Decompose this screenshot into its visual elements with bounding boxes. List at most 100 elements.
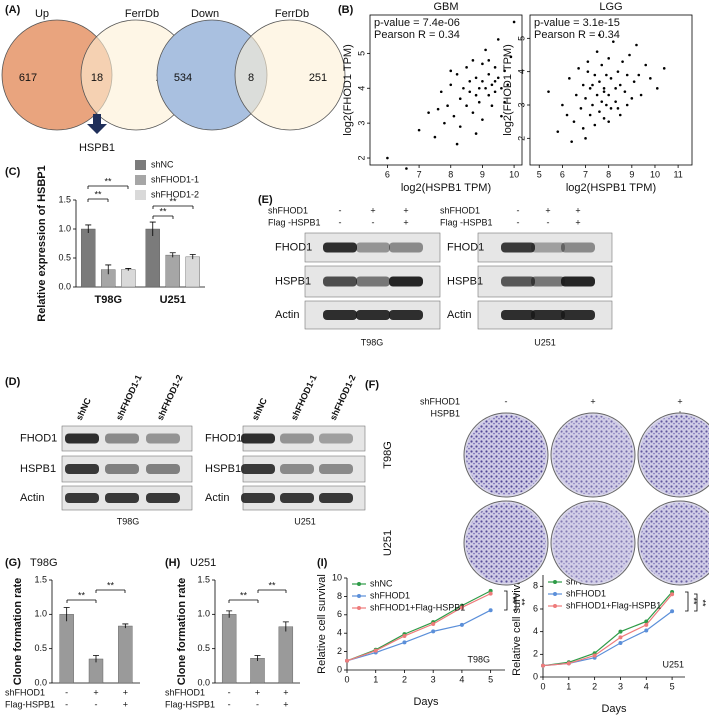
- lane-label: shFHOD1-2: [328, 373, 358, 422]
- panel-label: (F): [365, 379, 379, 391]
- condition-mark: +: [123, 687, 128, 697]
- stat-annotation: p-value = 3.1e-15: [534, 17, 620, 29]
- scatter-point: [496, 38, 500, 41]
- protein-label: HSPB1: [205, 463, 241, 475]
- y-tick-label: 5: [356, 51, 366, 56]
- y-tick-label: 2: [533, 649, 538, 659]
- significance-label: **: [159, 206, 167, 216]
- condition-mark: +: [283, 687, 288, 697]
- scatter-point: [605, 103, 608, 107]
- x-tick-label: 3: [618, 681, 623, 691]
- condition-mark: +: [575, 217, 580, 227]
- y-tick-label: 0: [337, 664, 342, 674]
- y-tick-label: 0.5: [58, 252, 71, 262]
- set-label: Down: [191, 8, 219, 20]
- x-tick-label: 2: [592, 681, 597, 691]
- condition-mark: +: [93, 687, 98, 697]
- panel-label: (I): [317, 557, 328, 569]
- y-axis-label: log2(FHOD1 TPM): [342, 44, 354, 135]
- scatter-point: [452, 114, 456, 118]
- condition-mark: -: [256, 699, 259, 709]
- colony-stain: [553, 503, 633, 583]
- scatter-point: [455, 73, 459, 76]
- scatter-point: [458, 97, 462, 101]
- protein-label: Actin: [205, 492, 229, 504]
- blot-band: [356, 242, 390, 253]
- set-count: 251: [309, 72, 327, 84]
- series-marker: [618, 629, 623, 634]
- condition-mark: +: [403, 217, 408, 227]
- scatter-point: [500, 114, 503, 118]
- scatter-point: [493, 66, 497, 69]
- cell-line-label: U251: [294, 516, 316, 526]
- condition-mark: -: [339, 205, 342, 215]
- scatter-point: [600, 63, 604, 67]
- x-tick-label: 5: [488, 674, 493, 684]
- condition-label: shFHOD1: [5, 687, 45, 697]
- legend-label: shFHOD1-1: [151, 174, 199, 184]
- panel-label: (C): [5, 166, 21, 178]
- protein-label: HSPB1: [275, 275, 311, 287]
- error-bar: [169, 252, 176, 258]
- condition-mark: -: [372, 217, 375, 227]
- set-count: 18: [91, 72, 103, 84]
- scatter-point: [621, 60, 624, 63]
- condition-mark: -: [505, 396, 508, 406]
- blot-band: [323, 276, 357, 287]
- blot-band: [356, 276, 390, 287]
- scatter-point: [487, 59, 491, 62]
- scatter-point: [484, 48, 487, 52]
- condition-mark: +: [545, 205, 550, 215]
- condition-label: shFHOD1: [268, 205, 308, 215]
- lane-label: shNC: [250, 396, 269, 422]
- scatter-point: [570, 140, 573, 143]
- x-tick-label: T98G: [94, 294, 122, 306]
- y-tick-label: 4: [516, 69, 526, 74]
- bar: [165, 254, 180, 288]
- y-axis-label: Relative cell survival: [316, 574, 328, 674]
- scatter-point: [598, 110, 601, 113]
- chart-annotation: **: [517, 598, 527, 606]
- protein-label: FHOD1: [447, 241, 484, 253]
- y-axis-label: Relative expression of HSBP1: [36, 165, 48, 322]
- blot-band: [501, 310, 535, 320]
- y-tick-label: 1.0: [34, 609, 47, 619]
- scatter-point: [607, 120, 610, 123]
- legend-swatch: [135, 190, 146, 200]
- scatter-point: [602, 87, 606, 90]
- series-marker: [488, 608, 493, 613]
- blot-band: [65, 464, 99, 474]
- significance-label: **: [78, 590, 86, 600]
- legend-label: shNC: [151, 159, 174, 169]
- blot-band: [561, 242, 595, 253]
- x-tick-label: 1: [566, 681, 571, 691]
- scatter-point: [474, 76, 478, 80]
- scatter-point: [512, 20, 516, 24]
- cell-line-label: T98G: [361, 337, 384, 347]
- blot-band: [389, 310, 423, 320]
- scatter-point: [481, 79, 484, 83]
- x-tick-label: 9: [629, 169, 634, 179]
- scatter-point: [568, 77, 571, 80]
- chart-annotation: **: [508, 596, 518, 604]
- legend-marker: [553, 580, 557, 584]
- scatter-point: [598, 80, 601, 83]
- scatter-point: [455, 142, 459, 146]
- x-tick-label: 6: [560, 169, 565, 179]
- scatter-point: [644, 63, 648, 67]
- condition-mark: -: [65, 687, 68, 697]
- bar: [278, 626, 294, 684]
- bar: [121, 269, 136, 288]
- blot-band: [323, 242, 357, 253]
- protein-label: Actin: [20, 492, 44, 504]
- x-axis-label: Days: [601, 703, 627, 715]
- series-marker: [644, 619, 649, 624]
- condition-mark: -: [95, 699, 98, 709]
- x-tick-label: 7: [583, 169, 588, 179]
- condition-mark: +: [255, 687, 260, 697]
- x-axis-label: Days: [413, 696, 439, 708]
- x-tick-label: 10: [509, 169, 519, 179]
- series-marker: [541, 663, 545, 668]
- x-tick-label: 1: [373, 674, 378, 684]
- y-tick-label: 0.5: [34, 643, 47, 653]
